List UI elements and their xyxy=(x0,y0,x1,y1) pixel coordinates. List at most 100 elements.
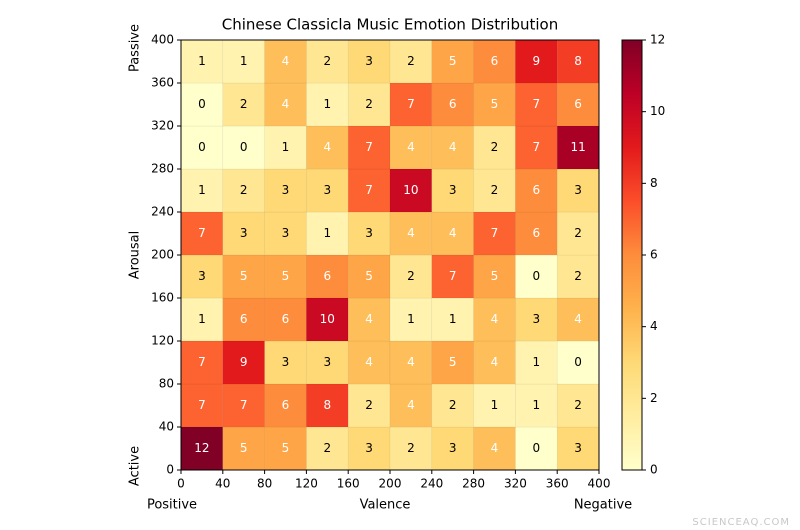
x-tick-label: 0 xyxy=(177,477,185,491)
cell-label: 10 xyxy=(403,183,418,197)
heatmap-cell xyxy=(306,426,349,471)
cell-label: 10 xyxy=(320,312,335,326)
heatmap-cell xyxy=(473,82,516,127)
cell-label: 4 xyxy=(365,355,373,369)
chart-title: Chinese Classicla Music Emotion Distribu… xyxy=(222,16,558,34)
y-top-label: Passive xyxy=(128,24,143,72)
heatmap-cell xyxy=(180,39,224,84)
watermark: SCIENCEAQ.COM xyxy=(692,517,790,528)
heatmap-cell xyxy=(473,297,516,342)
heatmap-cell xyxy=(431,82,474,127)
heatmap-cell xyxy=(347,211,391,256)
heatmap-cell xyxy=(180,125,224,170)
y-axis-label: Arousal xyxy=(128,231,143,280)
cell-label: 2 xyxy=(449,398,457,412)
cell-label: 3 xyxy=(449,183,457,197)
cell-label: 1 xyxy=(198,312,206,326)
heatmap-cell xyxy=(556,426,600,471)
cell-label: 2 xyxy=(407,54,415,68)
cell-label: 3 xyxy=(365,441,373,455)
cell-label: 6 xyxy=(282,398,290,412)
cell-label: 9 xyxy=(532,54,540,68)
heatmap-cell xyxy=(556,297,600,342)
cell-label: 3 xyxy=(282,226,290,240)
colorbar-tick-label: 6 xyxy=(650,248,658,262)
cell-label: 3 xyxy=(449,441,457,455)
colorbar-tick-label: 10 xyxy=(650,104,665,118)
cell-label: 2 xyxy=(574,226,582,240)
heatmap-cell xyxy=(431,211,474,256)
heatmap-cell xyxy=(389,82,433,127)
heatmap-cell xyxy=(180,340,224,385)
heatmap-cell xyxy=(222,125,265,170)
cell-label: 0 xyxy=(198,140,206,154)
cell-label: 3 xyxy=(323,355,331,369)
cell-label: 1 xyxy=(240,54,248,68)
heatmap-cell xyxy=(222,383,265,428)
cell-label: 0 xyxy=(198,97,206,111)
cell-label: 7 xyxy=(491,226,499,240)
cell-label: 7 xyxy=(407,97,415,111)
colorbar-tick-label: 0 xyxy=(650,463,658,477)
heatmap-cell xyxy=(264,82,307,127)
heatmap-cell xyxy=(180,168,224,213)
x-tick-label: 40 xyxy=(215,477,230,491)
cell-label: 5 xyxy=(240,441,248,455)
cell-label: 3 xyxy=(365,226,373,240)
heatmap-cell xyxy=(180,426,224,471)
heatmap-cell xyxy=(347,340,391,385)
cell-label: 12 xyxy=(194,441,209,455)
y-tick-label: 280 xyxy=(151,162,174,176)
cell-label: 5 xyxy=(282,269,290,283)
x-left-label: Positive xyxy=(147,498,197,513)
heatmap-cell xyxy=(515,383,558,428)
cell-label: 5 xyxy=(240,269,248,283)
y-tick-label: 120 xyxy=(151,334,174,348)
cell-label: 2 xyxy=(240,97,248,111)
heatmap-cell xyxy=(556,39,600,84)
x-axis-label: Valence xyxy=(360,498,411,513)
heatmap-cell xyxy=(431,254,474,299)
cell-label: 2 xyxy=(407,269,415,283)
cell-label: 7 xyxy=(365,140,373,154)
cell-label: 2 xyxy=(491,140,499,154)
cell-label: 1 xyxy=(491,398,499,412)
colorbar-tick-label: 12 xyxy=(650,33,665,47)
heatmap-cell xyxy=(389,168,433,213)
heatmap-cell xyxy=(389,39,433,84)
cell-label: 0 xyxy=(240,140,248,154)
heatmap-cell xyxy=(431,297,474,342)
cell-label: 8 xyxy=(323,398,331,412)
x-tick-label: 160 xyxy=(337,477,360,491)
y-tick-label: 360 xyxy=(151,76,174,90)
heatmap-cell xyxy=(473,383,516,428)
heatmap-cell xyxy=(473,39,516,84)
heatmap-cell xyxy=(431,340,474,385)
cell-label: 1 xyxy=(532,398,540,412)
heatmap-cell xyxy=(556,383,600,428)
cell-label: 4 xyxy=(407,140,415,154)
y-bottom-label: Active xyxy=(128,446,143,486)
heatmap-cell xyxy=(264,340,307,385)
cell-label: 6 xyxy=(532,183,540,197)
cell-label: 1 xyxy=(198,183,206,197)
cell-label: 2 xyxy=(240,183,248,197)
heatmap-cell xyxy=(306,340,349,385)
heatmap-cell xyxy=(347,125,391,170)
heatmap-cell xyxy=(515,168,558,213)
cell-label: 7 xyxy=(198,398,206,412)
y-tick-label: 400 xyxy=(151,33,174,47)
heatmap-cell xyxy=(515,340,558,385)
heatmap-cell xyxy=(515,254,558,299)
heatmap-cell xyxy=(222,254,265,299)
cell-label: 7 xyxy=(449,269,457,283)
cell-label: 6 xyxy=(574,97,582,111)
heatmap-cell xyxy=(473,254,516,299)
colorbar-tick-label: 8 xyxy=(650,176,658,190)
cell-label: 4 xyxy=(449,226,457,240)
cell-label: 4 xyxy=(365,312,373,326)
x-tick-label: 80 xyxy=(257,477,272,491)
heatmap-cell xyxy=(222,168,265,213)
heatmap-cell xyxy=(306,168,349,213)
x-tick-label: 320 xyxy=(504,477,527,491)
